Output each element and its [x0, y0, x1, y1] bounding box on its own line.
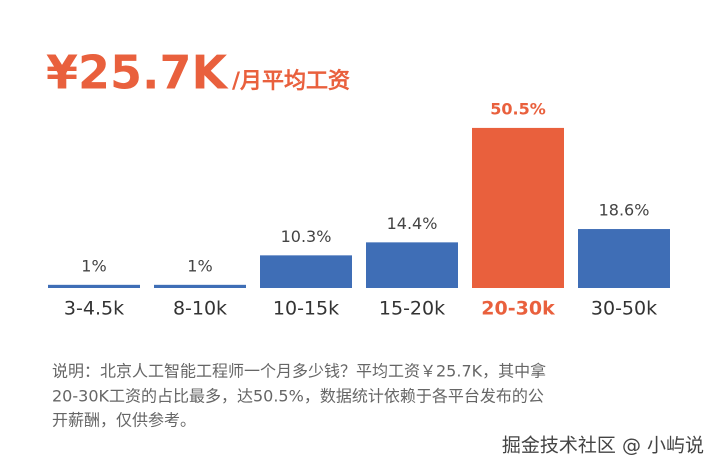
category-label: 15-20k [379, 298, 445, 320]
note-line: 20-30K工资的占比最多，达50.5%，数据统计依赖于各平台发布的公 [52, 387, 544, 406]
category-label: 8-10k [173, 298, 227, 320]
note-line: 开薪酬，仅供参考。 [52, 411, 196, 430]
bar [366, 242, 458, 288]
headline-amount: ¥25.7K [46, 46, 230, 100]
bar [472, 127, 564, 288]
bar [48, 284, 140, 288]
category-label: 30-50k [591, 298, 657, 320]
value-label: 18.6% [599, 201, 650, 220]
watermark: 掘金技术社区 @ 小屿说 [502, 435, 704, 457]
category-label: 3-4.5k [64, 298, 124, 320]
headline-unit: /月平均工资 [232, 68, 350, 94]
category-label: 20-30k [481, 298, 555, 320]
value-label: 14.4% [387, 214, 438, 233]
value-label: 1% [187, 256, 212, 275]
value-label: 10.3% [281, 227, 332, 246]
category-label: 10-15k [273, 298, 339, 320]
bar [578, 229, 670, 288]
bar [154, 284, 246, 288]
value-label: 50.5% [490, 99, 546, 118]
note-line: 说明：北京人工智能工程师一个月多少钱？平均工资￥25.7K，其中拿 [52, 362, 546, 381]
bar [260, 255, 352, 288]
value-label: 1% [81, 256, 106, 275]
